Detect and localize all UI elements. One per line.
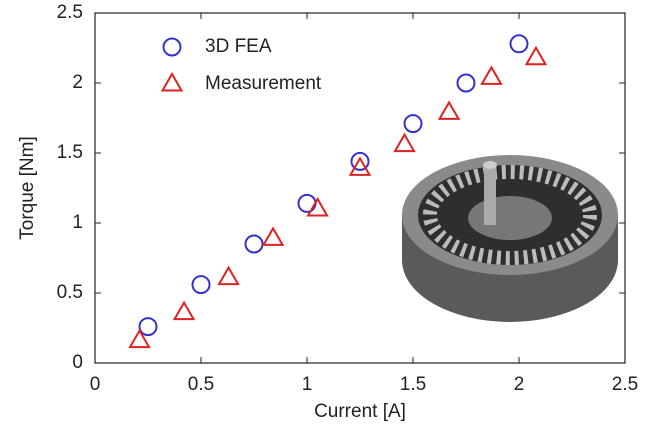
data-point <box>193 276 210 293</box>
data-point <box>526 48 545 65</box>
data-point <box>405 115 422 132</box>
x-tick-label: 0.5 <box>188 374 214 395</box>
legend-label: 3D FEA <box>205 36 272 57</box>
data-point <box>308 199 327 216</box>
data-point <box>511 35 528 52</box>
legend-label: Measurement <box>205 73 322 94</box>
data-point <box>299 195 316 212</box>
data-point <box>458 75 475 92</box>
data-point <box>140 318 157 335</box>
y-tick-label: 1 <box>72 212 83 233</box>
x-axis-label: Current [A] <box>314 401 406 422</box>
data-point <box>440 102 459 119</box>
legend-marker <box>164 39 181 56</box>
y-tick-label: 0.5 <box>57 282 83 303</box>
motor-photo <box>402 155 618 322</box>
data-point <box>175 303 194 320</box>
x-tick-label: 2 <box>514 374 525 395</box>
data-point <box>130 331 149 348</box>
chart: Current [A] Torque [Nm] 0 0.5 1 1.5 2 2.5 0 0.5… <box>0 0 667 436</box>
y-tick-label: 0 <box>72 352 83 373</box>
y-tick-label: 2.5 <box>57 2 83 23</box>
x-tick-label: 1.5 <box>400 374 426 395</box>
data-point <box>395 135 414 152</box>
data-point <box>264 228 283 245</box>
y-axis-label: Torque [Nm] <box>17 136 38 239</box>
legend-marker <box>163 74 182 91</box>
data-point <box>246 236 263 253</box>
x-tick-label: 1 <box>302 374 313 395</box>
y-tick-label: 1.5 <box>57 142 83 163</box>
x-tick-label: 0 <box>90 374 101 395</box>
x-tick-label: 2.5 <box>612 374 638 395</box>
data-point <box>482 67 501 84</box>
data-point <box>219 268 238 285</box>
y-tick-label: 2 <box>72 72 83 93</box>
